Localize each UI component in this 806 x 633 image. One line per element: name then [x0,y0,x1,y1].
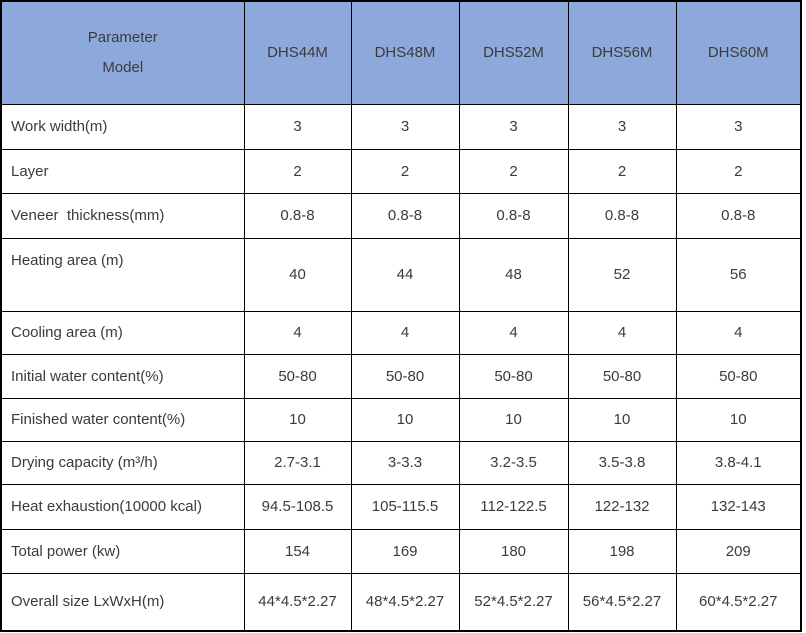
value-cell: 169 [350,528,460,574]
value-cell: 3.8-4.1 [675,440,802,485]
value-cell: 10 [458,397,569,442]
value-cell: 0.8-8 [243,192,352,239]
value-cell: 209 [675,528,802,574]
table-row-veneer-thickness: Veneer thickness(mm) 0.8-8 0.8-8 0.8-8 0… [0,192,802,239]
table-row-heat-exhaustion: Heat exhaustion(10000 kcal) 94.5-108.5 1… [0,483,802,530]
value-cell: 0.8-8 [350,192,460,239]
value-cell: 56*4.5*2.27 [567,572,677,632]
row-label-cell: Heat exhaustion(10000 kcal) [0,483,245,530]
model-header-dhs52m: DHS52M [458,0,569,105]
table-row-heating-area: Heating area (m) 40 44 48 52 56 [0,237,802,312]
row-label-cell: Work width(m) [0,103,245,150]
value-cell: 94.5-108.5 [243,483,352,530]
value-cell: 2 [243,148,352,194]
value-cell: 50-80 [243,353,352,399]
value-cell: 2 [675,148,802,194]
value-cell: 40 [243,237,352,312]
value-cell: 60*4.5*2.27 [675,572,802,632]
value-cell: 52 [567,237,677,312]
model-header-dhs56m: DHS56M [567,0,677,105]
value-cell: 0.8-8 [567,192,677,239]
value-cell: 50-80 [675,353,802,399]
value-cell: 3-3.3 [350,440,460,485]
value-cell: 122-132 [567,483,677,530]
value-cell: 10 [675,397,802,442]
header-model-label: Model [102,58,144,76]
param-model-lines: Parameter Model [3,23,243,83]
row-label-cell: Initial water content(%) [0,353,245,399]
table-row-overall-size: Overall size LxWxH(m) 44*4.5*2.27 48*4.5… [0,572,802,632]
value-cell: 3 [243,103,352,150]
value-cell: 4 [350,310,460,355]
value-cell: 4 [567,310,677,355]
value-cell: 50-80 [350,353,460,399]
value-cell: 180 [458,528,569,574]
value-cell: 44 [350,237,460,312]
value-cell: 56 [675,237,802,312]
table-row-initial-water-content: Initial water content(%) 50-80 50-80 50-… [0,353,802,399]
row-label-cell: Layer [0,148,245,194]
row-label-cell: Cooling area (m) [0,310,245,355]
value-cell: 2.7-3.1 [243,440,352,485]
value-cell: 52*4.5*2.27 [458,572,569,632]
value-cell: 48*4.5*2.27 [350,572,460,632]
header-parameter-label: Parameter [87,28,158,46]
row-label-cell: Finished water content(%) [0,397,245,442]
model-header-dhs48m: DHS48M [350,0,460,105]
param-model-header-cell: Parameter Model [0,0,245,105]
value-cell: 2 [350,148,460,194]
row-label-cell: Drying capacity (m³/h) [0,440,245,485]
value-cell: 3 [567,103,677,150]
value-cell: 4 [675,310,802,355]
value-cell: 50-80 [458,353,569,399]
value-cell: 4 [243,310,352,355]
table-row-cooling-area: Cooling area (m) 4 4 4 4 4 [0,310,802,355]
value-cell: 48 [458,237,569,312]
value-cell: 105-115.5 [350,483,460,530]
table-row-finished-water-content: Finished water content(%) 10 10 10 10 10 [0,397,802,442]
value-cell: 3 [350,103,460,150]
value-cell: 0.8-8 [458,192,569,239]
value-cell: 154 [243,528,352,574]
value-cell: 112-122.5 [458,483,569,530]
value-cell: 3.2-3.5 [458,440,569,485]
value-cell: 198 [567,528,677,574]
table-row-total-power: Total power (kw) 154 169 180 198 209 [0,528,802,574]
table-row-drying-capacity: Drying capacity (m³/h) 2.7-3.1 3-3.3 3.2… [0,440,802,485]
value-cell: 132-143 [675,483,802,530]
value-cell: 10 [567,397,677,442]
value-cell: 3.5-3.8 [567,440,677,485]
row-label-cell: Heating area (m) [0,237,245,312]
row-label-cell: Total power (kw) [0,528,245,574]
value-cell: 50-80 [567,353,677,399]
table-row-work-width: Work width(m) 3 3 3 3 3 [0,103,802,150]
value-cell: 0.8-8 [675,192,802,239]
value-cell: 3 [458,103,569,150]
value-cell: 2 [567,148,677,194]
row-label-cell: Veneer thickness(mm) [0,192,245,239]
value-cell: 10 [243,397,352,442]
value-cell: 2 [458,148,569,194]
value-cell: 10 [350,397,460,442]
value-cell: 4 [458,310,569,355]
header-row: Parameter Model DHS44M DHS48M DHS52M DHS… [0,0,802,105]
value-cell: 3 [675,103,802,150]
model-header-dhs44m: DHS44M [243,0,352,105]
value-cell: 44*4.5*2.27 [243,572,352,632]
row-label-cell: Overall size LxWxH(m) [0,572,245,632]
model-header-dhs60m: DHS60M [675,0,802,105]
table-row-layer: Layer 2 2 2 2 2 [0,148,802,194]
